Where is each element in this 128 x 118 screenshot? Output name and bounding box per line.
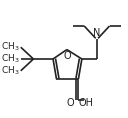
Text: CH$_3$: CH$_3$ <box>1 53 20 65</box>
Text: CH$_3$: CH$_3$ <box>1 41 20 53</box>
Text: O: O <box>67 98 74 108</box>
Text: O: O <box>63 51 71 61</box>
Text: N: N <box>93 28 101 38</box>
Text: OH: OH <box>79 98 94 108</box>
Text: CH$_3$: CH$_3$ <box>1 65 20 77</box>
